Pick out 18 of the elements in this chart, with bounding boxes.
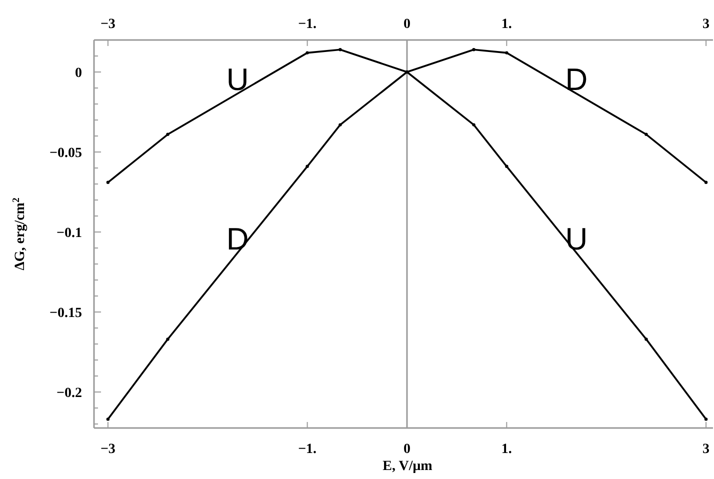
x-tick-label: 3 xyxy=(702,17,710,32)
x2-tick-label: −1. xyxy=(298,442,317,457)
y-tick-label: −0.15 xyxy=(50,306,82,321)
text: U xyxy=(226,62,249,98)
x-tick-label: 0 xyxy=(403,17,410,32)
x-tick-label: −3 xyxy=(100,17,116,32)
y-tick-label: 0 xyxy=(75,66,82,81)
x-tick-label: 1. xyxy=(501,17,512,32)
x-axis-title: E, V/μm xyxy=(382,459,433,474)
x-tick-label: −1. xyxy=(298,17,317,32)
text: D xyxy=(565,62,588,98)
y-tick-label: −0.2 xyxy=(56,386,82,401)
x2-tick-label: 0 xyxy=(403,442,410,457)
x2-tick-label: 1. xyxy=(501,442,512,457)
y-tick-label: −0.1 xyxy=(56,226,82,241)
x2-tick-label: −3 xyxy=(100,442,116,457)
x2-tick-label: 3 xyxy=(702,442,710,457)
y-tick-label: −0.05 xyxy=(50,146,82,161)
